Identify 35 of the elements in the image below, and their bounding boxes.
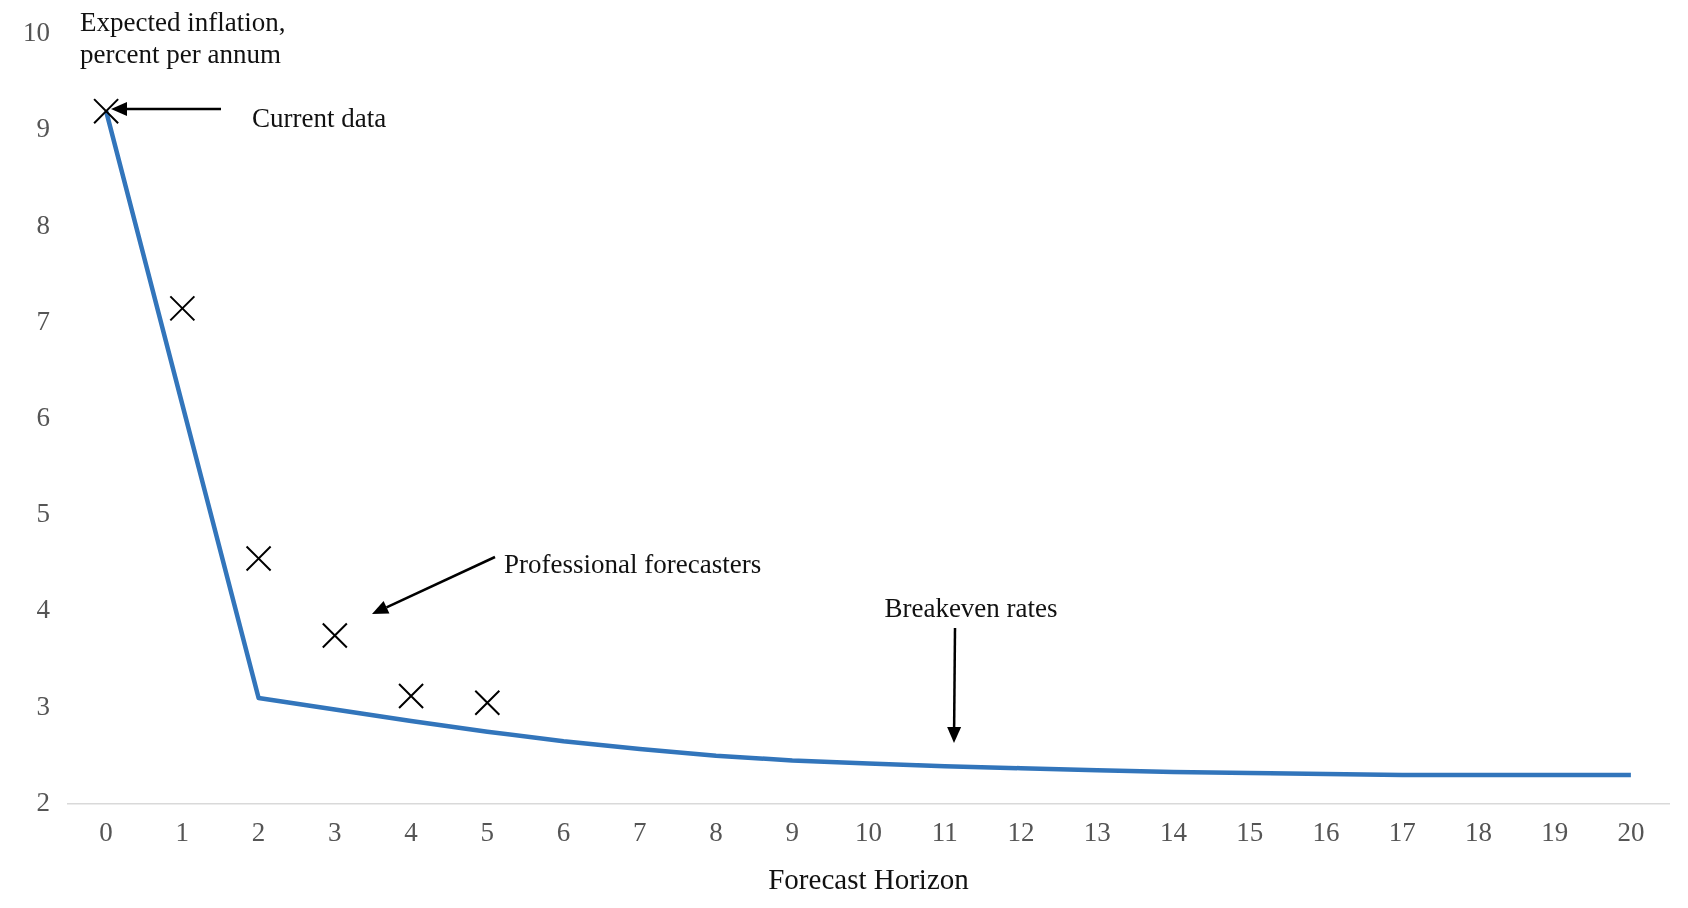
y-tick-label: 8 bbox=[36, 209, 50, 240]
x-tick-label: 13 bbox=[1083, 817, 1111, 848]
x-tick-label: 8 bbox=[709, 817, 723, 848]
y-tick-label: 10 bbox=[23, 17, 50, 48]
x-tick-label: 5 bbox=[480, 817, 495, 848]
x-tick-label: 19 bbox=[1541, 817, 1569, 848]
x-tick-label: 2 bbox=[251, 817, 266, 848]
x-tick-label: 17 bbox=[1388, 817, 1416, 848]
x-tick-label: 6 bbox=[556, 817, 571, 848]
x-tick-label: 14 bbox=[1159, 817, 1188, 848]
annotation: Current data bbox=[252, 102, 387, 135]
y-tick-label: 7 bbox=[36, 305, 50, 336]
x-tick-label: 4 bbox=[404, 817, 419, 848]
x-tick-label: 10 bbox=[855, 817, 882, 848]
annotation: Breakeven rates bbox=[884, 592, 1058, 625]
annotation: Professional forecasters bbox=[504, 548, 762, 581]
y-axis-title: Expected inflation, percent per annum bbox=[80, 6, 287, 71]
x-tick-label: 15 bbox=[1236, 817, 1264, 848]
x-tick-label: 3 bbox=[328, 817, 342, 848]
y-tick-label: 4 bbox=[36, 594, 51, 625]
x-tick-label: 11 bbox=[931, 817, 958, 848]
y-tick-label: 9 bbox=[36, 113, 50, 144]
x-tick-label: 9 bbox=[785, 817, 800, 848]
x-tick-label: 16 bbox=[1312, 817, 1340, 848]
y-tick-label: 6 bbox=[36, 402, 50, 433]
x-tick-label: 18 bbox=[1464, 817, 1492, 848]
x-tick-label: 20 bbox=[1617, 817, 1645, 848]
x-axis-title: Forecast Horizon bbox=[768, 863, 970, 896]
x-tick-label: 7 bbox=[633, 817, 647, 848]
y-tick-label: 5 bbox=[36, 498, 50, 529]
y-tick-label: 2 bbox=[36, 786, 50, 817]
x-tick-label: 1 bbox=[175, 817, 190, 848]
x-tick-label: 12 bbox=[1007, 817, 1035, 848]
y-tick-label: 3 bbox=[36, 690, 50, 721]
x-tick-label: 0 bbox=[99, 817, 113, 848]
